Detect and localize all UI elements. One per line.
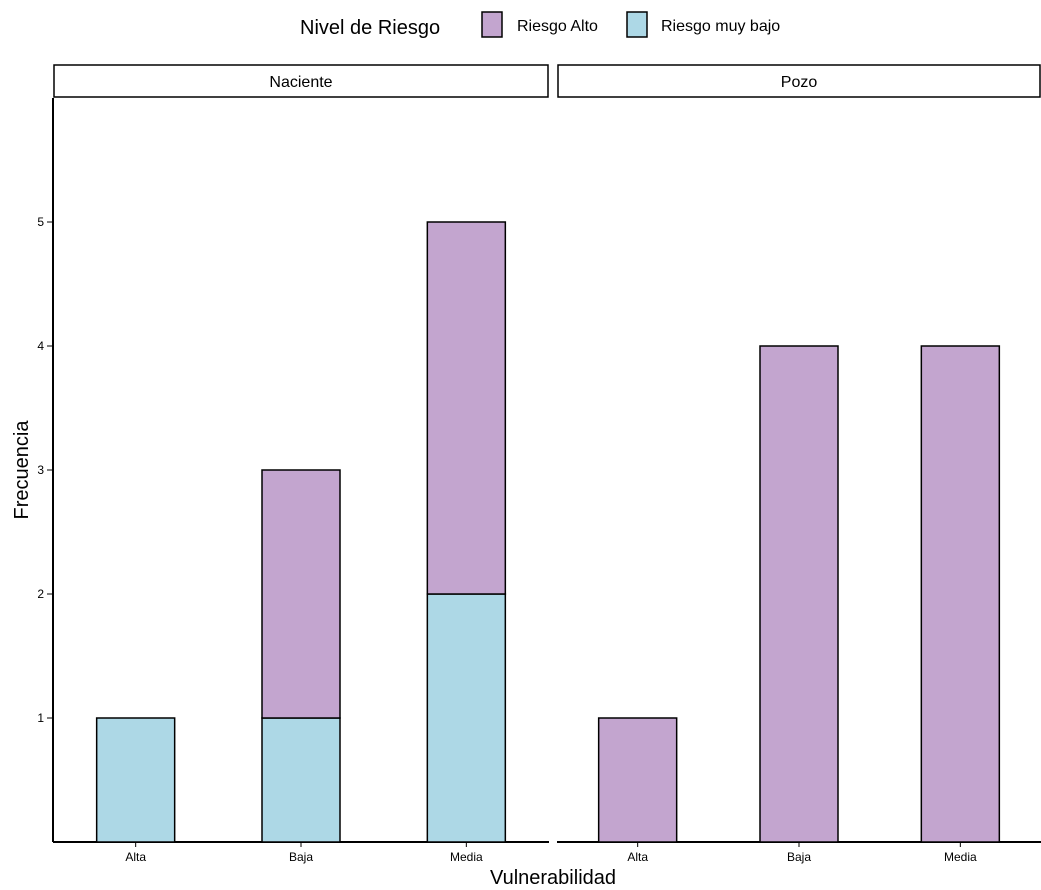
x-tick-label: Media — [944, 850, 977, 864]
bar-segment — [426, 593, 507, 843]
bar-segment — [95, 717, 176, 843]
bar-segment — [920, 345, 1001, 843]
facet-label: Pozo — [781, 74, 818, 91]
facet-strip — [557, 64, 1041, 98]
legend-label: Riesgo Alto — [517, 18, 598, 35]
x-axis-label: Vulnerabilidad — [490, 867, 616, 889]
legend-swatch — [481, 11, 503, 38]
y-tick-label: 5 — [37, 215, 44, 229]
legend-label: Riesgo muy bajo — [661, 18, 780, 35]
x-tick-label: Baja — [289, 850, 313, 864]
bar-segment — [597, 717, 678, 843]
bar-segment — [426, 221, 507, 595]
x-tick-label: Alta — [125, 850, 146, 864]
legend-title: Nivel de Riesgo — [300, 17, 440, 39]
x-tick-label: Alta — [627, 850, 648, 864]
bar-segment — [759, 345, 839, 843]
y-tick-label: 2 — [37, 587, 44, 601]
y-axis-label: Frecuencia — [11, 420, 33, 520]
y-tick-label: 4 — [37, 339, 44, 353]
y-tick-label: 1 — [37, 711, 44, 725]
facet-label: Naciente — [269, 74, 332, 91]
x-tick-label: Baja — [787, 850, 811, 864]
facet-strip — [53, 64, 549, 98]
legend-swatch — [626, 11, 648, 38]
x-tick-label: Media — [450, 850, 483, 864]
bar-segment — [261, 469, 341, 719]
y-tick-label: 3 — [37, 463, 44, 477]
bar-segment — [261, 717, 341, 843]
